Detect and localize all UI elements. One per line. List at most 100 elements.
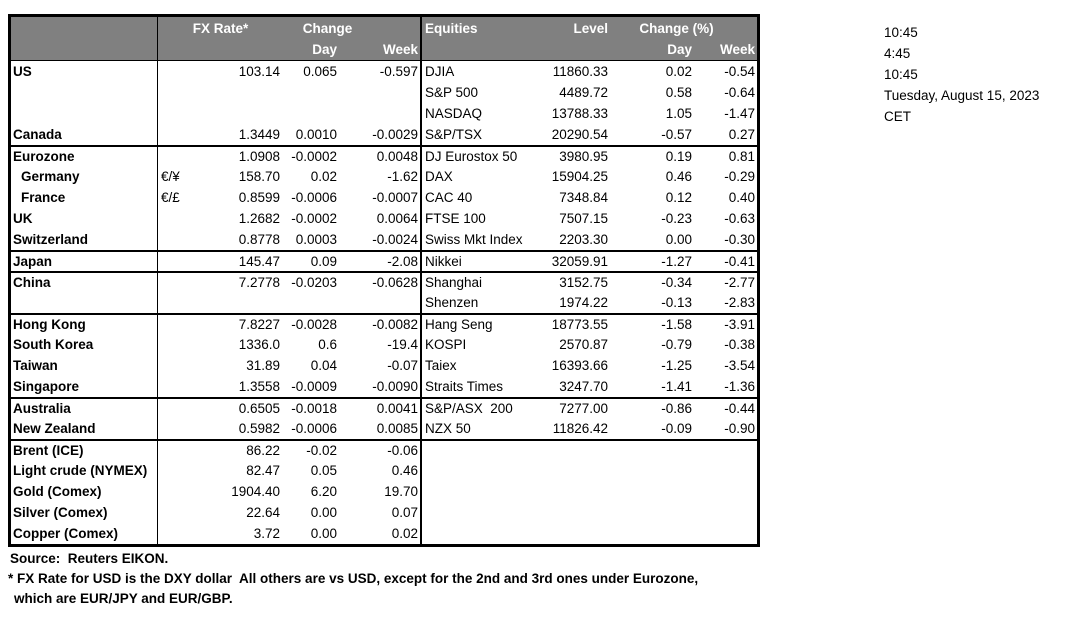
equity-day-change-value: -0.57 <box>661 126 692 142</box>
fx-day-header: Day <box>312 42 337 58</box>
equity-index-name: Taiex <box>420 355 534 376</box>
fx-rate-value: 1.2682 <box>238 210 280 226</box>
fx-week-change-value: 0.0085 <box>376 420 418 436</box>
currency-pair-label <box>158 376 201 397</box>
equity-index-name: Straits Times <box>420 376 534 397</box>
table-row: Silver (Comex) 22.64 0.00 0.07 <box>11 502 757 523</box>
fx-rate-value: 0.8778 <box>238 231 280 247</box>
equity-index-name: NZX 50 <box>420 418 534 439</box>
equity-level-value: 13788.33 <box>551 105 608 121</box>
country-label: Australia <box>11 399 158 418</box>
table-row: UK 1.2682 -0.0002 0.0064 FTSE 100 7507.15 -0.2… <box>11 208 757 229</box>
fx-week-change-value: -0.0628 <box>372 274 418 290</box>
equity-week-change-value: 0.81 <box>728 148 755 164</box>
equity-level-value: 2203.30 <box>559 231 608 247</box>
fx-rate-value: 158.70 <box>238 168 280 184</box>
fx-week-change-value: -0.0007 <box>372 189 418 205</box>
footnote-line-1: * FX Rate for USD is the DXY dollar All … <box>8 571 699 586</box>
fx-day-change-value: -0.0018 <box>291 400 337 416</box>
equity-index-name: DAX <box>420 166 534 187</box>
equity-day-change-value: 0.46 <box>665 168 692 184</box>
fx-day-change-value: -0.0028 <box>291 316 337 332</box>
currency-pair-label: €/£ <box>161 189 180 205</box>
table-row: Singapore 1.3558 -0.0009 -0.0090 Straits Tim… <box>11 376 757 397</box>
fx-rate-value: 0.5982 <box>238 420 280 436</box>
equity-level-value: 3152.75 <box>559 274 608 290</box>
fx-week-change-value: -0.597 <box>379 63 418 79</box>
fx-week-change-value: 0.0041 <box>376 400 418 416</box>
fx-rate-value: 0.6505 <box>238 400 280 416</box>
equity-week-change-value: -0.63 <box>724 210 755 226</box>
equity-week-change-value: -3.91 <box>724 316 755 332</box>
fx-week-change-value <box>357 103 420 124</box>
equities-level-header: Level <box>573 20 608 36</box>
country-label <box>11 292 158 313</box>
fx-rate-value: 103.14 <box>238 63 280 79</box>
equity-week-change-value: -0.44 <box>724 400 755 416</box>
currency-pair-label <box>158 441 201 460</box>
equity-index-name: S&P/ASX 200 <box>420 399 534 418</box>
equity-day-change-value: -1.41 <box>661 378 692 394</box>
equity-level-value <box>534 523 610 544</box>
fx-week-change-value: 0.0064 <box>376 210 418 226</box>
equity-index-name <box>420 481 534 502</box>
equity-day-change-value: 1.05 <box>665 105 692 121</box>
equity-level-value: 2570.87 <box>559 336 608 352</box>
table-row: Light crude (NYMEX) 82.47 0.05 0.46 <box>11 460 757 481</box>
equity-index-name: S&P 500 <box>420 82 534 103</box>
equity-index-name: Nikkei <box>420 252 534 271</box>
country-label: Canada <box>11 124 158 145</box>
equity-week-change-value: 0.40 <box>728 189 755 205</box>
fx-week-change-value: -0.0029 <box>372 126 418 142</box>
fx-rate-value: 1.0908 <box>238 148 280 164</box>
table-row: S&P 500 4489.72 0.58 -0.64 <box>11 82 757 103</box>
equity-week-change-value: -0.64 <box>724 84 755 100</box>
date-entry: Tuesday, August 15, 2023 <box>884 88 1040 103</box>
currency-pair-label <box>158 315 201 334</box>
equities-header: Equities <box>420 17 534 40</box>
equity-level-value: 7507.15 <box>559 210 608 226</box>
equity-index-name: Hang Seng <box>420 315 534 334</box>
equity-level-value <box>534 502 610 523</box>
equity-index-name: KOSPI <box>420 334 534 355</box>
fx-day-change-value: 0.00 <box>310 525 337 541</box>
currency-pair-label <box>158 82 201 103</box>
table-row: US 103.14 0.065 -0.597 DJIA 11860.33 0.02 -0.54 <box>11 61 757 82</box>
equity-week-change-value: -2.77 <box>724 274 755 290</box>
fx-week-change-value: 0.07 <box>391 504 418 520</box>
table-row: Hong Kong 7.8227 -0.0028 -0.0082 Hang Seng 18… <box>11 313 757 334</box>
equity-day-change-value: -1.58 <box>661 316 692 332</box>
equity-level-value: 3980.95 <box>559 148 608 164</box>
fx-week-change-value: -0.0024 <box>372 231 418 247</box>
equity-day-change-value: 0.12 <box>665 189 692 205</box>
fx-week-change-value <box>357 82 420 103</box>
equity-day-change-value: -0.13 <box>661 294 692 310</box>
equity-day-change-value: -0.09 <box>661 420 692 436</box>
country-label: China <box>11 273 158 292</box>
fx-week-change-value: 0.02 <box>391 525 418 541</box>
fx-week-change-value: 0.0048 <box>376 148 418 164</box>
fx-day-change-value: 0.00 <box>310 504 337 520</box>
country-header-cell <box>11 17 158 40</box>
country-label: US <box>11 61 158 82</box>
fx-day-change-value: -0.0006 <box>291 189 337 205</box>
equity-day-change-value: 0.19 <box>665 148 692 164</box>
currency-pair-label <box>158 124 201 145</box>
fx-day-change-value <box>283 103 357 124</box>
equity-week-change-value: -0.41 <box>724 253 755 269</box>
currency-pair-label <box>158 292 201 313</box>
fx-rate-value: 31.89 <box>246 357 280 373</box>
timezone-entry: CET <box>884 109 911 124</box>
equity-level-value: 15904.25 <box>551 168 608 184</box>
equity-level-value: 32059.91 <box>551 253 608 269</box>
equity-level-value: 11860.33 <box>552 63 608 79</box>
equity-index-name: FTSE 100 <box>420 208 534 229</box>
equity-day-change-value: 0.00 <box>665 231 692 247</box>
equity-index-name <box>420 460 534 481</box>
fx-week-change-value: -0.0090 <box>372 378 418 394</box>
fx-day-change-value: 0.05 <box>310 462 337 478</box>
table-row: France €/£ 0.8599 -0.0006 -0.0007 CAC 40 7348.… <box>11 187 757 208</box>
equity-week-change-value: 0.27 <box>728 126 755 142</box>
country-label: South Korea <box>11 334 158 355</box>
currency-pair-label <box>158 229 201 250</box>
